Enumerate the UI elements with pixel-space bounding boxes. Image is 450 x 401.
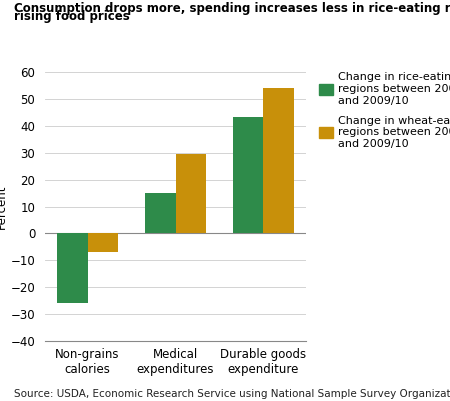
Bar — [263, 88, 294, 233]
Text: Source: USDA, Economic Research Service using National Sample Survey Organizatio: Source: USDA, Economic Research Service … — [14, 389, 450, 399]
Bar — [88, 233, 118, 252]
Bar — [233, 117, 263, 233]
Text: Consumption drops more, spending increases less in rice-eating regions in respon: Consumption drops more, spending increas… — [14, 2, 450, 15]
Bar — [57, 233, 88, 303]
Y-axis label: Percent: Percent — [0, 184, 8, 229]
Text: rising food prices: rising food prices — [14, 10, 129, 23]
Bar — [176, 154, 206, 233]
Legend: Change in rice-eating
regions between 2004/05
and 2009/10, Change in wheat-eatin: Change in rice-eating regions between 20… — [320, 72, 450, 149]
Bar — [145, 193, 176, 233]
